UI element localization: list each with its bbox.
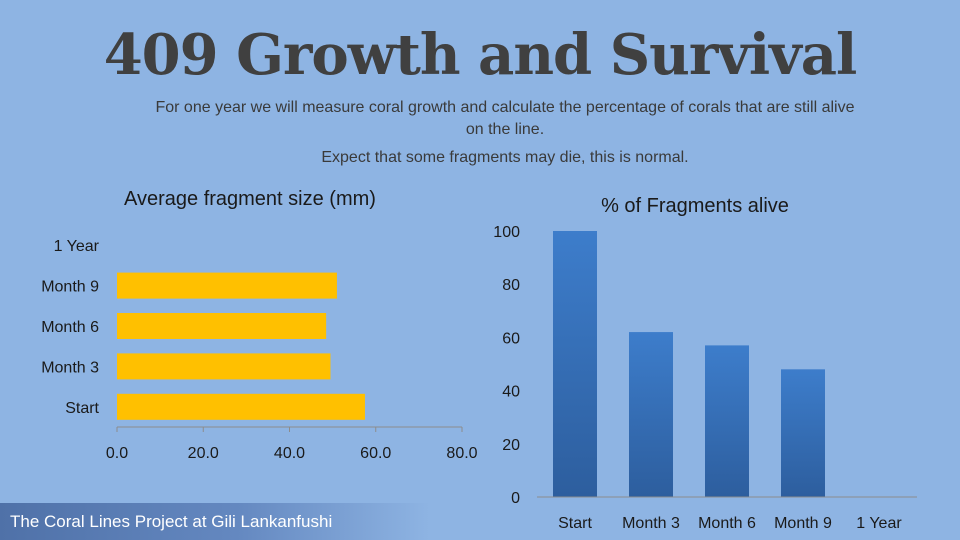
size-bar [117,272,337,299]
category-label: Month 9 [41,279,99,296]
left-chart-title: Average fragment size (mm) [124,188,376,210]
slide-note: Expect that some fragments may die, this… [321,149,689,166]
alive-bar [553,231,597,497]
fragments-alive-chart: 0 20 40 60 80 100 Start Month 3 Month 6 Month 9 1 … [493,224,917,532]
x-tick-label: 80.0 [446,445,477,462]
x-tick-label: 60.0 [360,445,391,462]
category-label: Start [65,400,99,417]
category-label: Month 3 [41,359,99,376]
alive-bar [705,345,749,497]
x-tick-label: 40.0 [274,445,305,462]
category-label: Month 3 [622,515,680,532]
y-tick-label: 0 [511,490,520,507]
size-bar [117,313,327,339]
alive-bar [781,369,825,497]
x-tick-label: 0.0 [106,445,128,462]
y-tick-label: 40 [502,384,520,401]
footer-text: The Coral Lines Project at Gili Lankanfu… [10,512,333,531]
fragment-size-chart: Start Month 3 Month 6 Month 9 1 Year 0.0 20.0 4… [41,238,477,462]
category-label: Month 6 [698,515,756,532]
category-label: Month 6 [41,319,99,336]
y-tick-label: 80 [502,277,520,294]
alive-bar [629,332,673,497]
category-label: Month 9 [774,515,832,532]
y-tick-label: 100 [493,224,520,241]
category-label: 1 Year [54,238,100,255]
size-bar [117,393,365,420]
y-tick-label: 60 [502,330,520,347]
right-chart-title: % of Fragments alive [601,195,789,217]
footer-banner: The Coral Lines Project at Gili Lankanfu… [0,503,430,540]
category-label: Start [558,515,592,532]
y-tick-label: 20 [502,437,520,454]
size-bar [117,353,331,380]
category-label: 1 Year [856,515,902,532]
slide-title: 409 Growth and Survival [103,22,858,88]
x-tick-label: 20.0 [188,445,219,462]
slide-subtitle: For one year we will measure coral growt… [155,99,855,138]
